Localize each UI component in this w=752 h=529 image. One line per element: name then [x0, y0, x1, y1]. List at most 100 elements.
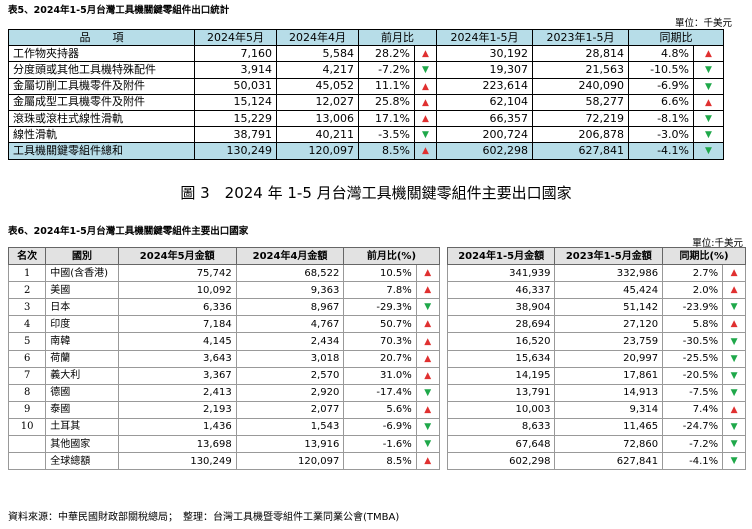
down-triangle-icon: ▼: [422, 130, 429, 141]
mom-arrow-cell: ▲: [415, 366, 440, 385]
mom-arrow-cell: ▲: [414, 45, 437, 63]
down-triangle-icon: ▼: [424, 421, 432, 432]
country-name: 日本: [45, 298, 119, 317]
up-triangle-icon: ▲: [422, 146, 429, 157]
table5-row: 金屬成型工具機零件及附件 15,124 12,027 25.8% ▲ 62,104 58,2…: [8, 93, 724, 111]
country-name: 義大利: [45, 366, 119, 385]
yoy-value: -24.7%: [662, 417, 724, 437]
table6-row: 2 美國 10,092 9,363 7.8% ▲ 46,337 45,424 2.0% ▲: [7, 281, 746, 300]
rank: [7, 452, 47, 471]
table6-row: 4 印度 7,184 4,767 50.7% ▲ 28,694 27,120 5.8% ▲: [7, 315, 746, 334]
mom-value: -17.4%: [343, 383, 417, 402]
down-triangle-icon: ▼: [424, 439, 432, 450]
mom-arrow-cell: ▲: [414, 77, 437, 95]
mom-value: 11.1%: [358, 77, 415, 95]
yoy-value: 4.8%: [628, 45, 694, 63]
rank: 1: [7, 264, 47, 283]
yoy-arrow-cell: ▼: [693, 77, 724, 95]
yoy-value: 6.6%: [628, 93, 694, 111]
up-triangle-icon: ▲: [422, 97, 429, 108]
up-triangle-icon: ▲: [424, 336, 432, 347]
yoy-arrow-cell: ▼: [722, 298, 746, 317]
mom-arrow-cell: ▲: [414, 142, 437, 160]
yoy-value: 5.8%: [662, 315, 724, 334]
mom-arrow-cell: ▼: [414, 61, 437, 79]
column-gap: [438, 418, 448, 436]
column-gap: [438, 401, 448, 419]
down-triangle-icon: ▼: [705, 146, 712, 157]
yoy-arrow-cell: ▼: [693, 126, 724, 144]
rank: 7: [7, 366, 47, 385]
column-gap: [438, 384, 448, 402]
ytd24-value: 341,939: [446, 264, 556, 283]
yoy-arrow-cell: ▲: [722, 264, 746, 283]
may-value: 50,031: [194, 77, 277, 95]
table6-row: 3 日本 6,336 8,967 -29.3% ▼ 38,904 51,142 -23.9% ▼: [7, 298, 746, 317]
t5-header-yoy: 同期比: [628, 28, 724, 47]
may-value: 15,229: [194, 109, 277, 128]
yoy-value: 2.0%: [662, 281, 724, 300]
yoy-arrow-cell: ▲: [722, 281, 746, 300]
up-triangle-icon: ▲: [730, 319, 738, 330]
column-gap: [438, 298, 448, 316]
down-triangle-icon: ▼: [705, 130, 712, 141]
country-name: 荷蘭: [45, 349, 119, 368]
yoy-value: -23.9%: [662, 298, 724, 317]
ytd23-value: 627,841: [532, 142, 629, 160]
mom-value: 25.8%: [358, 93, 415, 111]
table6-row: 5 南韓 4,145 2,434 70.3% ▲ 16,520 23,759 -30.5% ▼: [7, 332, 746, 351]
t5-header-ytd23: 2023年1-5月: [532, 28, 629, 47]
ytd24-value: 14,195: [446, 366, 556, 385]
yoy-arrow-cell: ▼: [722, 435, 746, 454]
ytd24-value: 15,634: [446, 349, 556, 368]
mom-value: 70.3%: [343, 332, 417, 351]
ytd24-value: 28,694: [446, 315, 556, 334]
may-value: 2,413: [117, 383, 237, 402]
up-triangle-icon: ▲: [424, 319, 432, 330]
rank: 2: [7, 281, 47, 300]
ytd23-value: 23,759: [554, 332, 664, 351]
yoy-arrow-cell: ▼: [722, 417, 746, 437]
up-triangle-icon: ▲: [424, 268, 432, 279]
may-value: 4,145: [117, 332, 237, 351]
up-triangle-icon: ▲: [705, 97, 712, 108]
ytd23-value: 17,861: [554, 366, 664, 385]
mom-arrow-cell: ▲: [415, 400, 440, 419]
up-triangle-icon: ▲: [424, 370, 432, 381]
mom-value: 17.1%: [358, 109, 415, 128]
mom-value: 10.5%: [343, 264, 417, 283]
t6-header-gap: [438, 247, 448, 265]
table6-title: 表6、2024年1-5月台灣工具機關鍵零組件主要出口國家: [8, 226, 249, 237]
table6-row: 8 德國 2,413 2,920 -17.4% ▼ 13,791 14,913 -7.5% ▼: [7, 383, 746, 402]
mom-arrow-cell: ▲: [415, 349, 440, 368]
up-triangle-icon: ▲: [422, 81, 429, 92]
mom-arrow-cell: ▲: [415, 264, 440, 283]
yoy-arrow-cell: ▼: [693, 61, 724, 79]
ytd24-value: 67,648: [446, 435, 556, 454]
rank: [7, 435, 47, 454]
yoy-value: 2.7%: [662, 264, 724, 283]
apr-value: 1,543: [235, 417, 345, 437]
country-name: 南韓: [45, 332, 119, 351]
down-triangle-icon: ▼: [730, 336, 738, 347]
yoy-arrow-cell: ▲: [693, 93, 724, 111]
up-triangle-icon: ▲: [730, 285, 738, 296]
ytd24-value: 16,520: [446, 332, 556, 351]
mom-value: -7.2%: [358, 61, 415, 79]
column-gap: [438, 332, 448, 351]
mom-value: 31.0%: [343, 366, 417, 385]
ytd23-value: 72,219: [532, 109, 629, 128]
column-gap: [438, 315, 448, 333]
yoy-value: -10.5%: [628, 61, 694, 79]
up-triangle-icon: ▲: [705, 49, 712, 60]
down-triangle-icon: ▼: [730, 370, 738, 381]
t6-header-rank: 名次: [7, 246, 47, 266]
mom-value: 7.8%: [343, 281, 417, 300]
down-triangle-icon: ▼: [730, 387, 738, 398]
t5-header-apr: 2024年4月: [276, 28, 359, 47]
rank: 10: [7, 417, 47, 437]
ytd23-value: 240,090: [532, 77, 629, 95]
may-value: 1,436: [117, 417, 237, 437]
mom-arrow-cell: ▼: [415, 298, 440, 317]
column-gap: [438, 264, 448, 282]
